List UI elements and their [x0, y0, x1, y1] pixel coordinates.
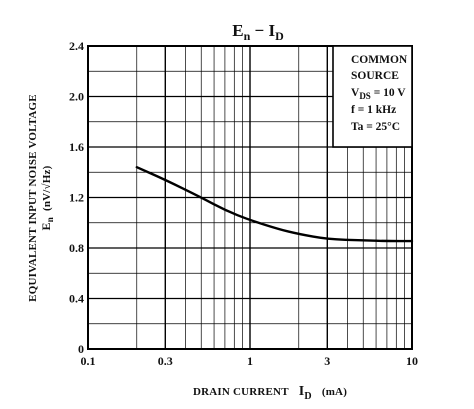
legend-line-vds: VDS = 10 V — [351, 87, 406, 101]
legend-line-ta: Ta = 25°C — [351, 121, 400, 133]
y-tick-label: 1.2 — [69, 191, 84, 205]
chart-title: En − ID — [232, 21, 284, 43]
x-tick-labels: 0.1 0.3 1 3 10 — [81, 354, 419, 368]
y-axis-label-line2: En(nV/√Hz) — [39, 165, 55, 230]
x-tick-label: 1 — [247, 354, 253, 368]
y-tick-label: 0 — [78, 342, 84, 356]
x-axis-label: DRAIN CURRENT ID (mA) — [193, 384, 347, 402]
y-tick-label: 0.4 — [69, 292, 84, 306]
series-line — [135, 166, 414, 243]
x-tick-label: 3 — [324, 354, 330, 368]
x-tick-label: 0.3 — [158, 354, 173, 368]
conditions-legend: COMMON SOURCE VDS = 10 V f = 1 kHz Ta = … — [332, 45, 413, 148]
y-tick-label: 2.0 — [69, 90, 84, 104]
legend-line-common: COMMON — [351, 54, 408, 66]
data-series — [135, 166, 414, 243]
y-axis-label: EQUIVALENT INPUT NOISE VOLTAGE En(nV/√Hz… — [27, 94, 55, 302]
legend-line-freq: f = 1 kHz — [351, 104, 396, 116]
y-axis-label-line1: EQUIVALENT INPUT NOISE VOLTAGE — [27, 94, 39, 302]
legend-line-source: SOURCE — [351, 70, 399, 82]
x-tick-label: 10 — [406, 354, 418, 368]
y-tick-label: 0.8 — [69, 241, 84, 255]
y-tick-labels: 0 0.4 0.8 1.2 1.6 2.0 2.4 — [69, 39, 84, 356]
plot-frame — [87, 45, 413, 350]
y-tick-label: 1.6 — [69, 140, 84, 154]
y-tick-label: 2.4 — [69, 39, 84, 53]
legend-box — [332, 45, 413, 148]
x-tick-label: 0.1 — [81, 354, 96, 368]
